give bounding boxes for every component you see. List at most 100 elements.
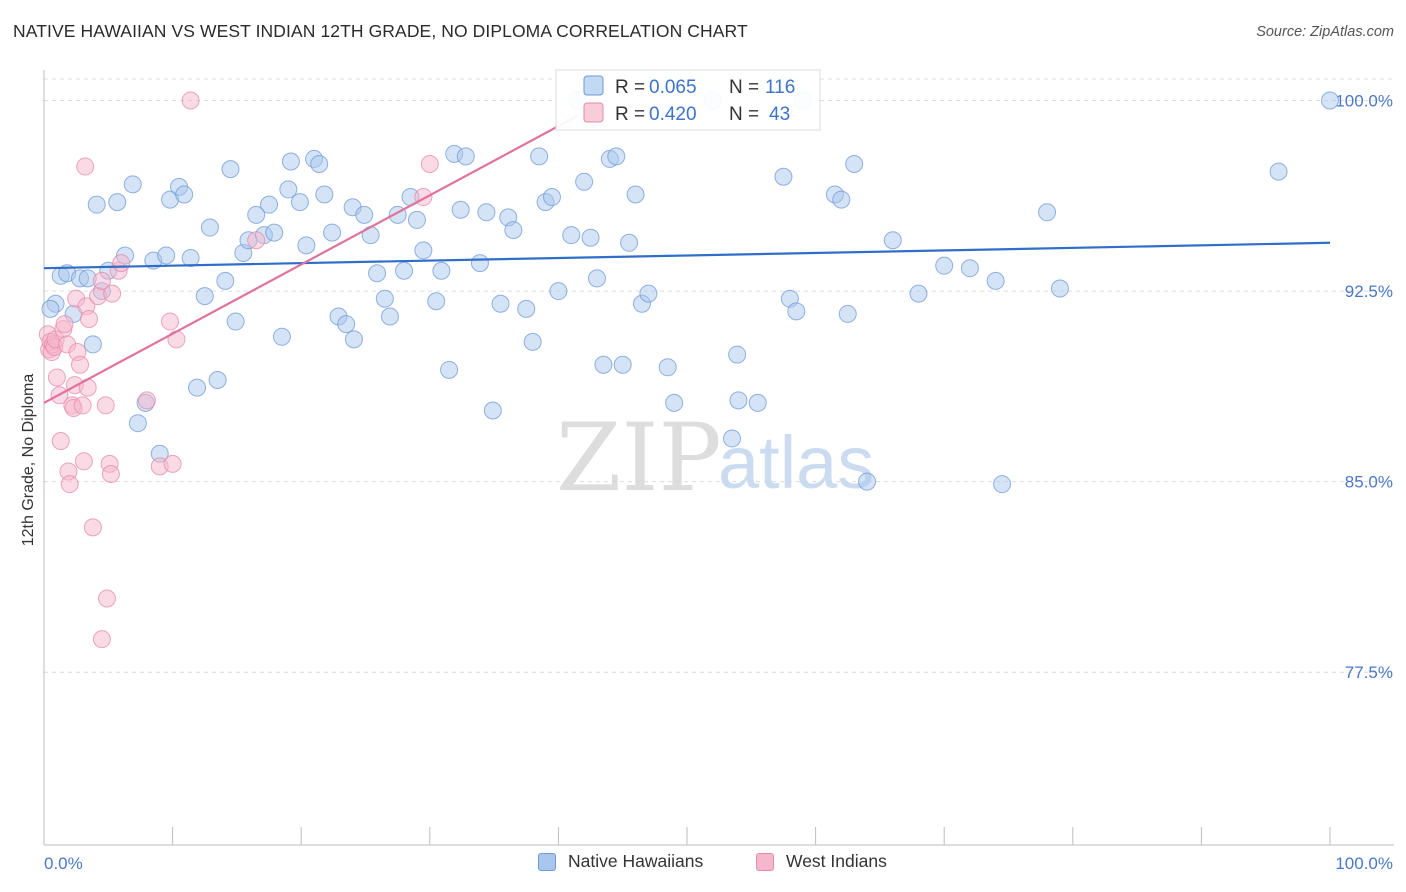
point-west-indian [103, 284, 122, 303]
point-native-hawaiian [368, 264, 387, 283]
point-native-hawaiian [407, 210, 426, 229]
y-tick-label: 100.0% [1335, 91, 1393, 110]
point-west-indian [83, 518, 102, 537]
point-west-indian [92, 271, 111, 290]
point-native-hawaiian [1321, 91, 1339, 110]
point-native-hawaiian [581, 228, 600, 247]
point-west-indian [47, 368, 66, 387]
legend-swatch-pink [756, 852, 774, 871]
point-native-hawaiian [491, 294, 510, 313]
stats-r-label-pink: R = [615, 104, 645, 125]
point-west-indian [74, 452, 93, 471]
legend-label-west-indians: West Indians [786, 851, 887, 871]
point-west-indian [80, 310, 99, 329]
y-tick-label: 92.5% [1345, 282, 1393, 301]
point-native-hawaiian [575, 172, 594, 191]
legend-swatch-blue [538, 852, 556, 871]
point-native-hawaiian [128, 414, 147, 433]
legend-item-native-hawaiians: Native Hawaiians [538, 851, 703, 872]
point-native-hawaiian [909, 284, 928, 303]
point-native-hawaiian [272, 327, 291, 346]
point-west-indian [101, 465, 120, 484]
point-native-hawaiian [157, 246, 176, 265]
point-native-hawaiian [175, 185, 194, 204]
point-native-hawaiian [483, 401, 502, 420]
point-native-hawaiian [226, 312, 245, 331]
trendline-west-indians [43, 114, 579, 404]
point-native-hawaiian [375, 289, 394, 308]
point-native-hawaiian [748, 393, 767, 412]
point-native-hawaiian [728, 345, 747, 364]
point-native-hawaiian [1269, 162, 1288, 181]
stats-legend-swatch-blue [583, 75, 604, 96]
stats-r-value-pink: 0.420 [649, 104, 697, 125]
point-native-hawaiian [216, 271, 235, 290]
point-native-hawaiian [838, 304, 857, 323]
point-west-indian [73, 396, 92, 415]
stats-r-label-blue: R = [615, 77, 645, 98]
watermark: ZIP atlas [556, 404, 874, 513]
point-native-hawaiian [594, 355, 613, 374]
point-native-hawaiian [181, 249, 200, 268]
point-west-indian [112, 254, 131, 273]
trendline-native-hawaiians [43, 241, 1331, 270]
point-native-hawaiian [1038, 203, 1057, 222]
point-native-hawaiian [195, 287, 214, 306]
point-native-hawaiian [986, 271, 1005, 290]
y-tick-label: 85.0% [1345, 473, 1393, 492]
point-native-hawaiian [587, 269, 606, 288]
point-west-indian [163, 454, 182, 473]
point-native-hawaiian [935, 256, 954, 275]
stats-legend-swatch-pink [583, 102, 604, 123]
point-native-hawaiian [787, 302, 806, 321]
point-native-hawaiian [208, 371, 227, 389]
point-native-hawaiian [858, 472, 877, 491]
point-west-indian [181, 91, 200, 110]
point-native-hawaiian [260, 195, 279, 214]
point-native-hawaiian [432, 261, 451, 280]
point-native-hawaiian [41, 299, 60, 318]
legend-label-native-hawaiians: Native Hawaiians [568, 851, 704, 871]
point-native-hawaiian [221, 160, 240, 179]
point-west-indian [55, 315, 74, 334]
point-west-indian [76, 157, 95, 176]
point-native-hawaiian [265, 223, 284, 242]
tick-labels: 77.5% 85.0% 92.5% 100.0% 0.0% 100.0% [44, 91, 1393, 873]
stats-n-value-blue: 116 [765, 77, 795, 98]
point-west-indian [92, 630, 111, 649]
series-west-indians [38, 91, 439, 649]
point-west-indian [137, 391, 156, 410]
point-native-hawaiian [883, 231, 902, 250]
point-native-hawaiian [832, 190, 851, 209]
trend-lines [43, 114, 1331, 404]
watermark-zip: ZIP [556, 404, 722, 513]
point-native-hawaiian [658, 358, 677, 377]
point-native-hawaiian [960, 259, 979, 278]
point-native-hawaiian [380, 307, 399, 326]
point-native-hawaiian [562, 226, 581, 245]
point-native-hawaiian [620, 233, 639, 252]
point-native-hawaiian [337, 315, 356, 334]
point-native-hawaiian [626, 185, 645, 204]
y-tick-label: 77.5% [1345, 663, 1393, 682]
point-west-indian [167, 330, 186, 349]
point-native-hawaiian [1050, 279, 1069, 298]
x-tick-label-min: 0.0% [44, 854, 83, 873]
point-native-hawaiian [523, 332, 542, 351]
gridlines [44, 78, 1394, 673]
point-native-hawaiian [395, 261, 414, 280]
stats-r-value-blue: 0.065 [649, 77, 697, 98]
point-native-hawaiian [281, 152, 300, 171]
point-native-hawaiian [639, 284, 658, 303]
point-native-hawaiian [344, 330, 363, 349]
point-native-hawaiian [665, 393, 684, 412]
point-west-indian [96, 396, 115, 415]
point-native-hawaiian [247, 205, 266, 224]
point-native-hawaiian [774, 167, 793, 186]
stats-n-value-pink: 43 [769, 104, 790, 125]
stats-n-label-pink: N = [729, 104, 759, 125]
point-native-hawaiian [993, 475, 1012, 494]
point-west-indian [161, 312, 180, 331]
point-native-hawaiian [613, 355, 632, 374]
